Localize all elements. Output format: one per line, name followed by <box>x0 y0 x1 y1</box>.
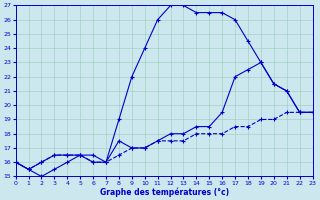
X-axis label: Graphe des températures (°c): Graphe des températures (°c) <box>100 187 229 197</box>
